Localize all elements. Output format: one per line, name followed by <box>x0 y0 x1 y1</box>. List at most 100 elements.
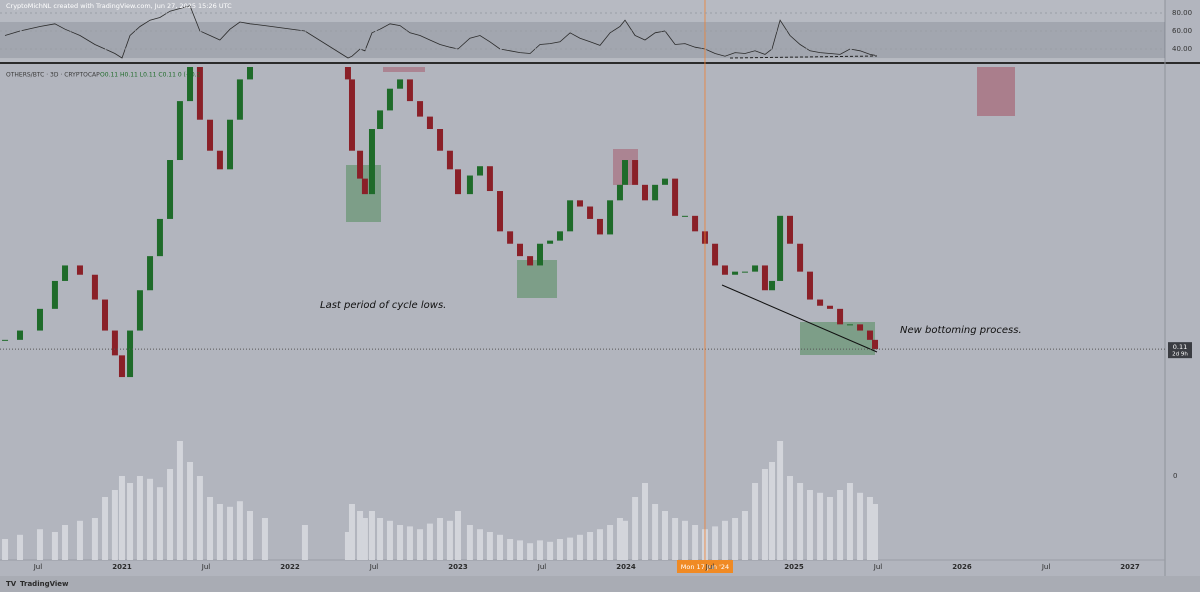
volume-bar <box>692 525 699 560</box>
price-label: 0.11 <box>1173 343 1187 351</box>
candle <box>806 271 813 300</box>
volume-bar <box>752 483 759 560</box>
x-tick-label: Jul <box>873 563 883 571</box>
candle <box>622 160 629 185</box>
candle <box>156 218 163 257</box>
candle <box>377 110 384 130</box>
volume-bar <box>455 511 462 560</box>
volume-bar <box>377 518 384 560</box>
candle <box>837 308 844 325</box>
volume-bar <box>176 441 183 560</box>
candle <box>872 339 879 350</box>
volume-bar <box>207 497 214 560</box>
x-tick-label: 2025 <box>784 563 804 571</box>
candle <box>417 101 424 117</box>
volume-bar <box>247 511 254 560</box>
candle <box>652 184 659 201</box>
candle <box>426 116 433 130</box>
x-tick-label: Jul <box>369 563 379 571</box>
candle <box>16 330 23 340</box>
candle <box>216 150 223 170</box>
candle <box>672 178 679 216</box>
red-box <box>383 67 425 72</box>
volume-bar <box>712 526 719 560</box>
candle <box>607 200 614 235</box>
volume-bar <box>261 518 268 560</box>
volume-bar <box>616 518 623 560</box>
candle <box>102 299 109 331</box>
candle <box>732 271 739 275</box>
x-tick-label: 2022 <box>280 563 300 571</box>
candle <box>661 178 668 185</box>
candle <box>741 271 748 273</box>
candle <box>344 67 351 80</box>
candle <box>587 206 594 219</box>
volume-bar <box>536 540 543 560</box>
volume-axis-label: 0 <box>1173 472 1177 480</box>
volume-bar <box>147 478 154 560</box>
candle <box>477 166 484 176</box>
volume-bar <box>732 518 739 560</box>
volume-bar <box>576 534 583 560</box>
volume-bar <box>622 520 629 560</box>
volume-bar <box>761 469 768 560</box>
footer <box>0 576 1200 592</box>
candle <box>857 324 864 331</box>
volume-bar <box>62 525 69 560</box>
volume-bar <box>769 462 776 560</box>
candle <box>176 101 183 161</box>
candle <box>721 265 728 275</box>
volume-bar <box>857 492 864 560</box>
candle <box>36 308 43 331</box>
candle <box>397 79 404 89</box>
x-tick-label: Jul <box>1041 563 1051 571</box>
volume-bar <box>348 504 355 560</box>
rsi-tick-label: 40.00 <box>1172 45 1192 53</box>
volume-bar <box>806 490 813 560</box>
candle <box>357 150 364 179</box>
candle <box>797 243 804 272</box>
volume-bar <box>826 497 833 560</box>
candle <box>368 129 375 195</box>
volume-bar <box>437 518 444 560</box>
ohlc: O0.11 H0.11 L0.11 C0.11 0 (+0.2 <box>100 72 201 79</box>
symbol: OTHERS/BTC · 3D · CRYPTOCAP <box>6 72 100 79</box>
candle <box>76 265 83 275</box>
candle <box>536 243 543 266</box>
volume-bar <box>741 511 748 560</box>
crosshair-label-box <box>676 560 733 573</box>
volume-bar <box>507 539 514 560</box>
volume-bar <box>837 490 844 560</box>
volume-bar <box>102 497 109 560</box>
volume-bar <box>136 476 143 560</box>
candle <box>247 67 254 80</box>
logo-mark: TV <box>6 580 17 588</box>
volume-bar <box>596 529 603 560</box>
volume-bar <box>516 540 523 560</box>
volume-bar <box>36 529 43 560</box>
candle <box>777 215 784 281</box>
volume-layer <box>2 441 879 560</box>
volume-bar <box>76 520 83 560</box>
green-box <box>800 322 875 355</box>
volume-bar <box>51 532 58 560</box>
volume-bar <box>642 483 649 560</box>
volume-bar <box>721 520 728 560</box>
x-tick-label: 2027 <box>1120 563 1140 571</box>
candle <box>556 231 563 241</box>
volume-bar <box>632 497 639 560</box>
candle <box>817 299 824 306</box>
volume-bar <box>477 529 484 560</box>
volume-bar <box>817 492 824 560</box>
volume-bar <box>111 490 118 560</box>
candle <box>187 67 194 102</box>
candle <box>386 88 393 111</box>
trendline <box>721 284 878 353</box>
rsi-tick-label: 60.00 <box>1172 27 1192 35</box>
volume-bar <box>466 525 473 560</box>
green-box <box>517 260 557 298</box>
candle <box>507 231 514 244</box>
candle <box>866 330 873 340</box>
